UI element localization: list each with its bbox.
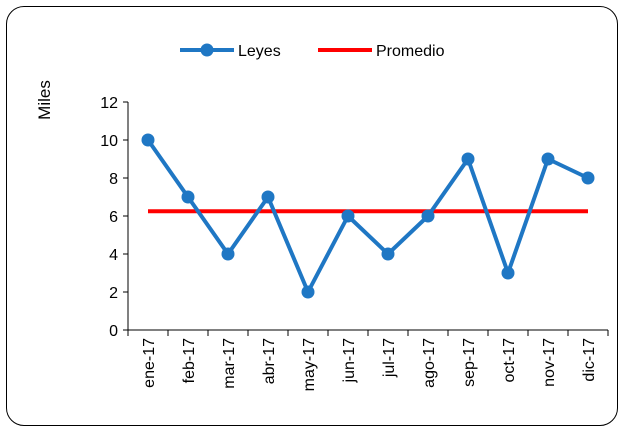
- y-tick-label: 6: [109, 209, 118, 226]
- x-tick-label: dic-17: [581, 338, 598, 382]
- y-axis-title: Miles: [35, 80, 54, 120]
- data-point-leyes: [421, 209, 435, 223]
- y-tick-label: 2: [109, 285, 118, 302]
- y-tick-label: 8: [109, 171, 118, 188]
- data-point-leyes: [381, 247, 395, 261]
- data-point-leyes: [261, 190, 275, 204]
- series-line-leyes: [146, 138, 589, 294]
- data-point-leyes: [301, 285, 315, 299]
- data-point-leyes: [181, 190, 195, 204]
- y-tick-label: 12: [100, 95, 118, 112]
- data-point-leyes: [501, 266, 515, 280]
- x-tick-label: jun-17: [341, 338, 358, 384]
- y-tick-label: 0: [109, 323, 118, 340]
- x-tick-label: mar-17: [221, 338, 238, 389]
- x-tick-label: abr-17: [261, 338, 278, 384]
- x-tick-label: feb-17: [181, 338, 198, 383]
- y-tick-label: 10: [100, 133, 118, 150]
- data-point-leyes: [141, 133, 155, 147]
- data-point-leyes: [461, 152, 475, 166]
- data-point-leyes: [341, 209, 355, 223]
- legend-label-leyes: Leyes: [238, 43, 281, 60]
- x-tick-label: ago-17: [421, 338, 438, 388]
- chart-frame: [6, 6, 618, 426]
- x-tick-label: oct-17: [501, 338, 518, 383]
- legend: Leyes Promedio: [180, 43, 445, 60]
- data-point-leyes: [221, 247, 235, 261]
- data-point-leyes: [541, 152, 555, 166]
- data-point-leyes: [581, 171, 595, 185]
- x-tick-label: sep-17: [461, 338, 478, 387]
- x-tick-label: jul-17: [381, 338, 398, 378]
- y-axis-ticks: 0 2 4 6 8 10 12: [100, 95, 128, 340]
- x-tick-label: may-17: [301, 338, 318, 391]
- x-axis-ticks: ene-17 feb-17 mar-17 abr-17 may-17 jun-17 jul-…: [127, 330, 609, 391]
- y-tick-label: 4: [109, 247, 118, 264]
- x-tick-label: nov-17: [541, 338, 558, 387]
- legend-label-promedio: Promedio: [376, 43, 445, 60]
- legend-marker-leyes: [200, 43, 214, 57]
- x-tick-label: ene-17: [141, 338, 158, 388]
- series-layer: [141, 133, 595, 299]
